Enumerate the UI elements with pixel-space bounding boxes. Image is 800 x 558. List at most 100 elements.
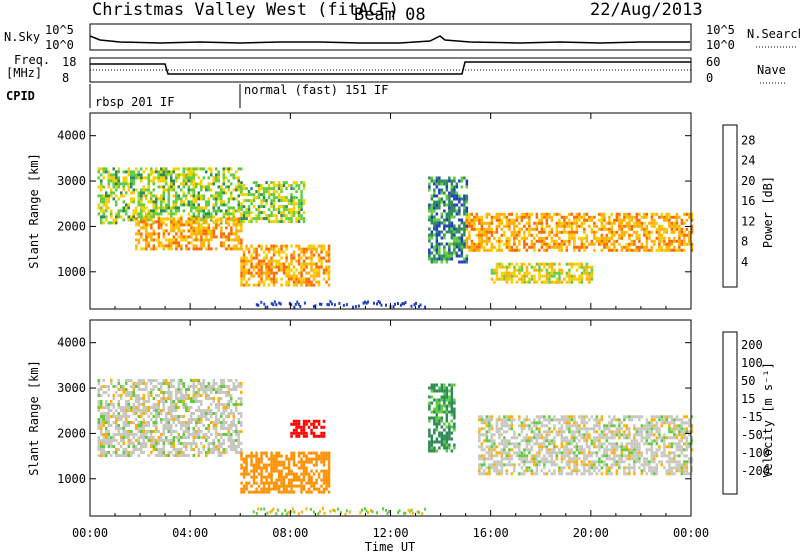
data-cell [110,379,113,382]
data-cell [293,196,296,199]
data-cell [250,245,253,248]
data-cell [593,442,596,445]
data-cell [536,240,539,243]
data-cell [260,476,263,479]
data-cell [523,448,526,451]
data-cell [225,427,228,430]
data-cell [193,182,196,185]
data-cell [165,179,168,182]
data-cell [446,450,449,453]
data-cell [153,436,156,439]
data-cell [528,216,531,219]
data-cell [483,469,486,472]
data-cell [431,402,434,405]
data-cell [491,415,494,418]
data-cell [255,263,257,266]
data-cell [260,202,263,205]
data-cell [118,454,121,457]
data-cell [466,237,469,240]
data-cell [428,219,431,222]
data-cell [120,194,123,197]
data-cell [553,445,556,448]
data-cell [303,435,306,438]
data-cell [611,249,614,252]
data-cell [280,473,283,476]
data-cell [118,430,121,433]
data-cell [290,193,293,196]
data-cell [498,430,501,433]
data-cell [300,485,303,488]
data-cell [298,220,301,223]
data-cell [163,394,166,397]
data-cell [428,417,431,420]
data-cell [310,284,313,287]
data-cell [568,275,571,278]
data-cell [611,424,614,427]
data-cell [133,445,136,448]
data-cell [215,167,218,170]
data-cell [245,461,248,464]
data-cell [546,216,549,219]
data-cell [328,485,331,488]
data-cell [165,436,168,439]
data-cell [105,194,108,197]
data-cell [478,472,481,475]
data-cell [200,182,203,185]
data-cell [275,467,278,470]
data-cell [105,403,108,406]
data-cell [501,418,504,421]
data-cell [446,186,449,189]
data-cell [591,454,594,457]
data-cell [558,246,561,249]
data-cell [538,222,541,225]
data-cell [473,243,476,246]
data-cell [598,448,601,451]
data-cell [571,415,574,418]
data-cell [521,454,524,457]
data-cell [538,272,541,275]
data-cell [170,406,173,409]
data-cell [230,191,233,194]
data-cell [496,231,499,234]
data-cell [253,193,256,196]
data-cell [243,485,246,488]
data-cell [300,208,303,211]
data-cell [208,397,211,400]
data-cell [280,257,283,260]
data-cell [230,412,233,415]
data-cell [300,426,303,429]
data-cell [288,464,291,467]
data-cell [623,234,626,237]
data-cell [135,385,138,388]
data-cell [668,225,671,228]
data-cell [240,482,243,485]
data-cell [173,385,176,388]
data-cell [170,176,173,179]
data-cell [553,269,556,272]
data-cell [225,203,228,206]
data-cell [433,411,436,414]
data-cell [456,210,459,213]
data-cell [280,482,283,485]
data-cell [466,261,469,264]
data-cell [481,240,484,243]
data-cell [120,209,123,212]
data-cell [591,442,594,445]
data-cell [658,249,661,252]
data-cell [586,219,589,222]
data-cell [240,220,243,223]
data-cell [613,415,616,418]
data-cell [446,393,449,396]
data-cell [128,406,131,409]
data-cell [621,231,624,234]
data-cell [603,240,606,243]
data-cell [223,188,226,191]
data-cell [461,198,464,201]
data-cell [263,187,266,190]
data-cell [115,185,118,188]
data-cell [653,243,656,246]
data-cell [163,418,166,421]
data-cell [275,217,278,220]
data-cell [265,452,268,455]
data-cell [218,217,221,220]
